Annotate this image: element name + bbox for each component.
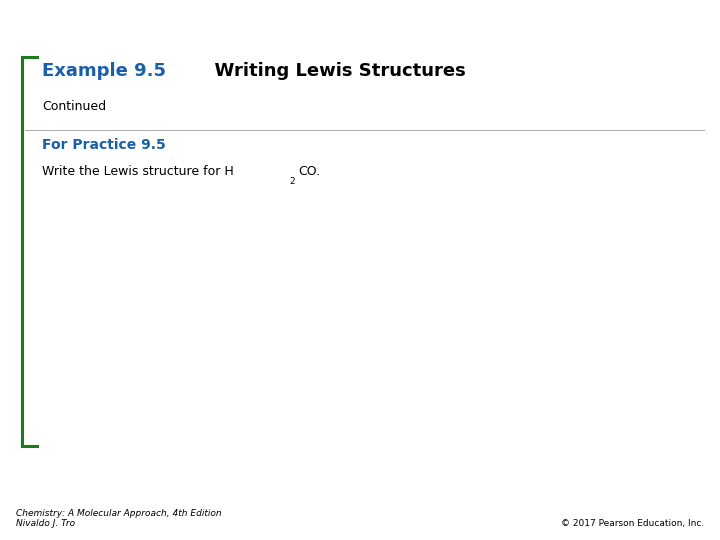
- Text: Chemistry: A Molecular Approach, 4th Edition
Nivaldo J. Tro: Chemistry: A Molecular Approach, 4th Edi…: [16, 509, 222, 528]
- Text: Example 9.5: Example 9.5: [42, 62, 166, 80]
- Text: Continued: Continued: [42, 100, 106, 113]
- Text: For Practice 9.5: For Practice 9.5: [42, 138, 166, 152]
- Text: Write the Lewis structure for H: Write the Lewis structure for H: [42, 165, 233, 178]
- Text: 2: 2: [289, 177, 294, 186]
- Text: Writing Lewis Structures: Writing Lewis Structures: [202, 62, 466, 80]
- Text: © 2017 Pearson Education, Inc.: © 2017 Pearson Education, Inc.: [561, 519, 704, 528]
- Text: CO.: CO.: [298, 165, 320, 178]
